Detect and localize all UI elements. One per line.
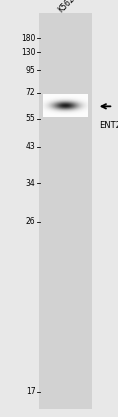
Text: K562: K562 — [56, 0, 76, 15]
Text: 55: 55 — [26, 114, 35, 123]
Text: 130: 130 — [21, 48, 35, 57]
Bar — [39, 13, 92, 409]
Text: ENT2: ENT2 — [99, 121, 118, 130]
Text: 43: 43 — [26, 142, 35, 151]
Text: 180: 180 — [21, 34, 35, 43]
Text: 72: 72 — [26, 88, 35, 97]
Text: 95: 95 — [26, 65, 35, 75]
Text: 17: 17 — [26, 387, 35, 397]
Text: 34: 34 — [26, 179, 35, 188]
Text: 26: 26 — [26, 217, 35, 226]
